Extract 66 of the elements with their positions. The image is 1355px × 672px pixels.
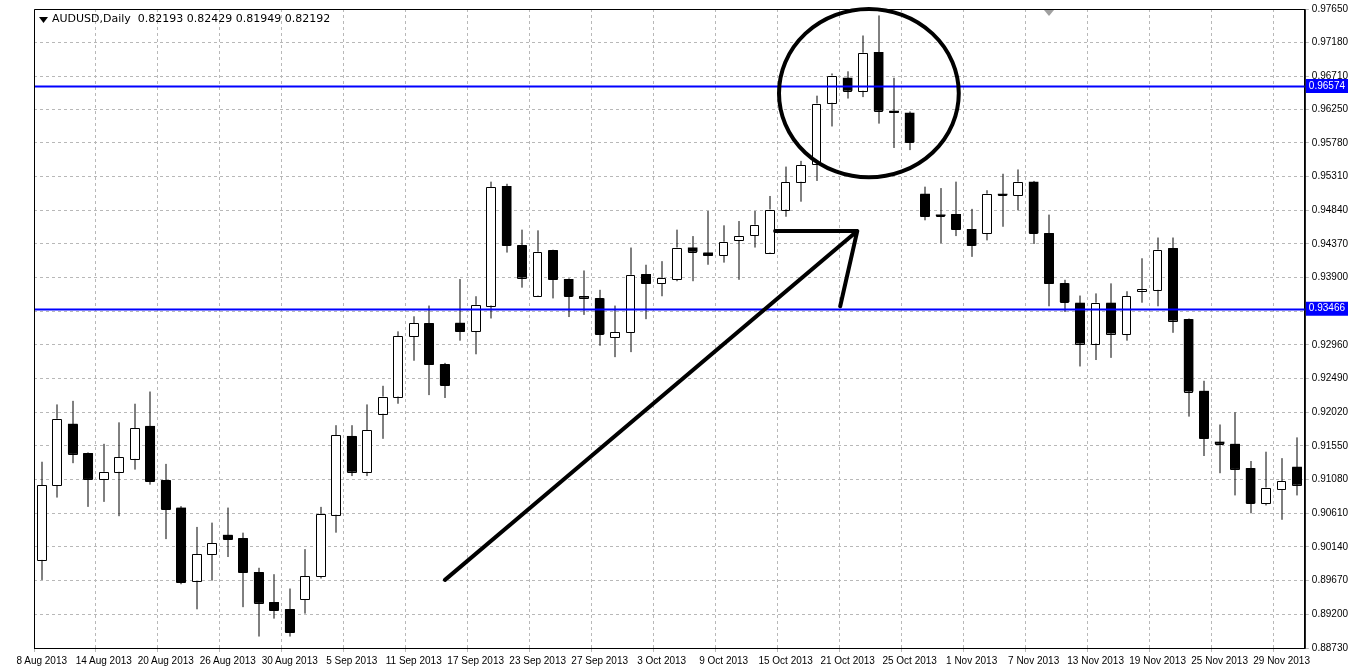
y-tick-label: 0.91080	[1311, 473, 1349, 485]
y-tick-label: 0.96710	[1311, 70, 1349, 82]
candlestick	[935, 187, 946, 244]
candlestick	[1013, 168, 1023, 211]
y-tick-label: 0.92960	[1311, 338, 1349, 350]
y-tick-label: 0.95310	[1311, 170, 1349, 182]
y-tick-label: 0.89200	[1311, 608, 1349, 620]
y-tick-label: 0.97180	[1311, 36, 1349, 48]
x-tick-label: 20 Aug 2013	[137, 654, 195, 666]
candlestick	[563, 277, 574, 318]
candlestick	[300, 548, 311, 615]
x-tick-label: 8 Aug 2013	[16, 654, 68, 666]
x-tick-label: 15 Oct 2013	[758, 654, 814, 666]
candlestick	[207, 522, 218, 582]
x-tick-label: 23 Sep 2013	[509, 654, 567, 666]
y-tick-label: 0.94840	[1311, 204, 1349, 216]
x-tick-label: 19 Nov 2013	[1129, 654, 1187, 666]
x-tick-label: 29 Nov 2013	[1253, 654, 1311, 666]
y-tick-label: 0.92490	[1311, 372, 1349, 384]
y-tick-label: 0.90140	[1311, 540, 1349, 552]
y-tick-label: 0.91550	[1311, 439, 1349, 451]
y-tick-label: 0.90610	[1311, 507, 1349, 519]
x-tick-label: 25 Nov 2013	[1191, 654, 1249, 666]
candlestick	[889, 77, 899, 149]
x-tick-label: 11 Sep 2013	[385, 654, 443, 666]
candlestick	[284, 588, 295, 638]
y-tick-label: 0.93900	[1311, 271, 1349, 283]
candlestick	[1261, 451, 1271, 506]
x-tick-label: 30 Aug 2013	[261, 654, 319, 666]
x-tick-label: 21 Oct 2013	[820, 654, 876, 666]
ref-line-label: 0.93466	[1308, 302, 1346, 314]
candlestick	[269, 573, 280, 620]
candlestick	[718, 224, 729, 264]
candlestick	[641, 264, 651, 320]
x-tick-label: 26 Aug 2013	[199, 654, 257, 666]
candlestick	[610, 305, 620, 358]
x-tick-label: 7 Nov 2013	[1008, 654, 1060, 666]
x-tick-label: 17 Sep 2013	[447, 654, 505, 666]
y-tick-label: 0.89670	[1311, 574, 1349, 586]
x-tick-label: 13 Nov 2013	[1067, 654, 1125, 666]
y-tick-label: 0.88730	[1311, 641, 1349, 653]
candlestick	[920, 186, 930, 221]
y-tick-label: 0.94370	[1311, 237, 1349, 249]
x-tick-label: 25 Oct 2013	[882, 654, 938, 666]
y-tick-label: 0.97650	[1311, 2, 1349, 14]
candlestick	[966, 208, 977, 258]
y-tick-label: 0.95780	[1311, 136, 1349, 148]
candlestick	[997, 173, 1008, 228]
ref-line-label: 0.96574	[1308, 79, 1346, 91]
x-tick-label: 14 Aug 2013	[75, 654, 133, 666]
candlestick	[408, 315, 419, 362]
candlestick	[439, 362, 450, 399]
x-tick-label: 9 Oct 2013	[699, 654, 749, 666]
candlestick	[656, 260, 667, 297]
candlestick	[734, 220, 744, 281]
y-tick-label: 0.92020	[1311, 406, 1349, 418]
candlestick	[455, 278, 466, 342]
candlestick	[222, 507, 233, 558]
x-tick-label: 27 Sep 2013	[571, 654, 629, 666]
candlestick	[749, 210, 760, 249]
x-tick-label: 3 Oct 2013	[637, 654, 687, 666]
y-tick-label: 0.96250	[1311, 103, 1349, 115]
x-tick-label: 5 Sep 2013	[326, 654, 378, 666]
candlestick	[703, 210, 713, 266]
chart-title: AUDUSD,Daily 0.82193 0.82429 0.81949 0.82192	[52, 12, 331, 25]
x-tick-label: 1 Nov 2013	[946, 654, 998, 666]
